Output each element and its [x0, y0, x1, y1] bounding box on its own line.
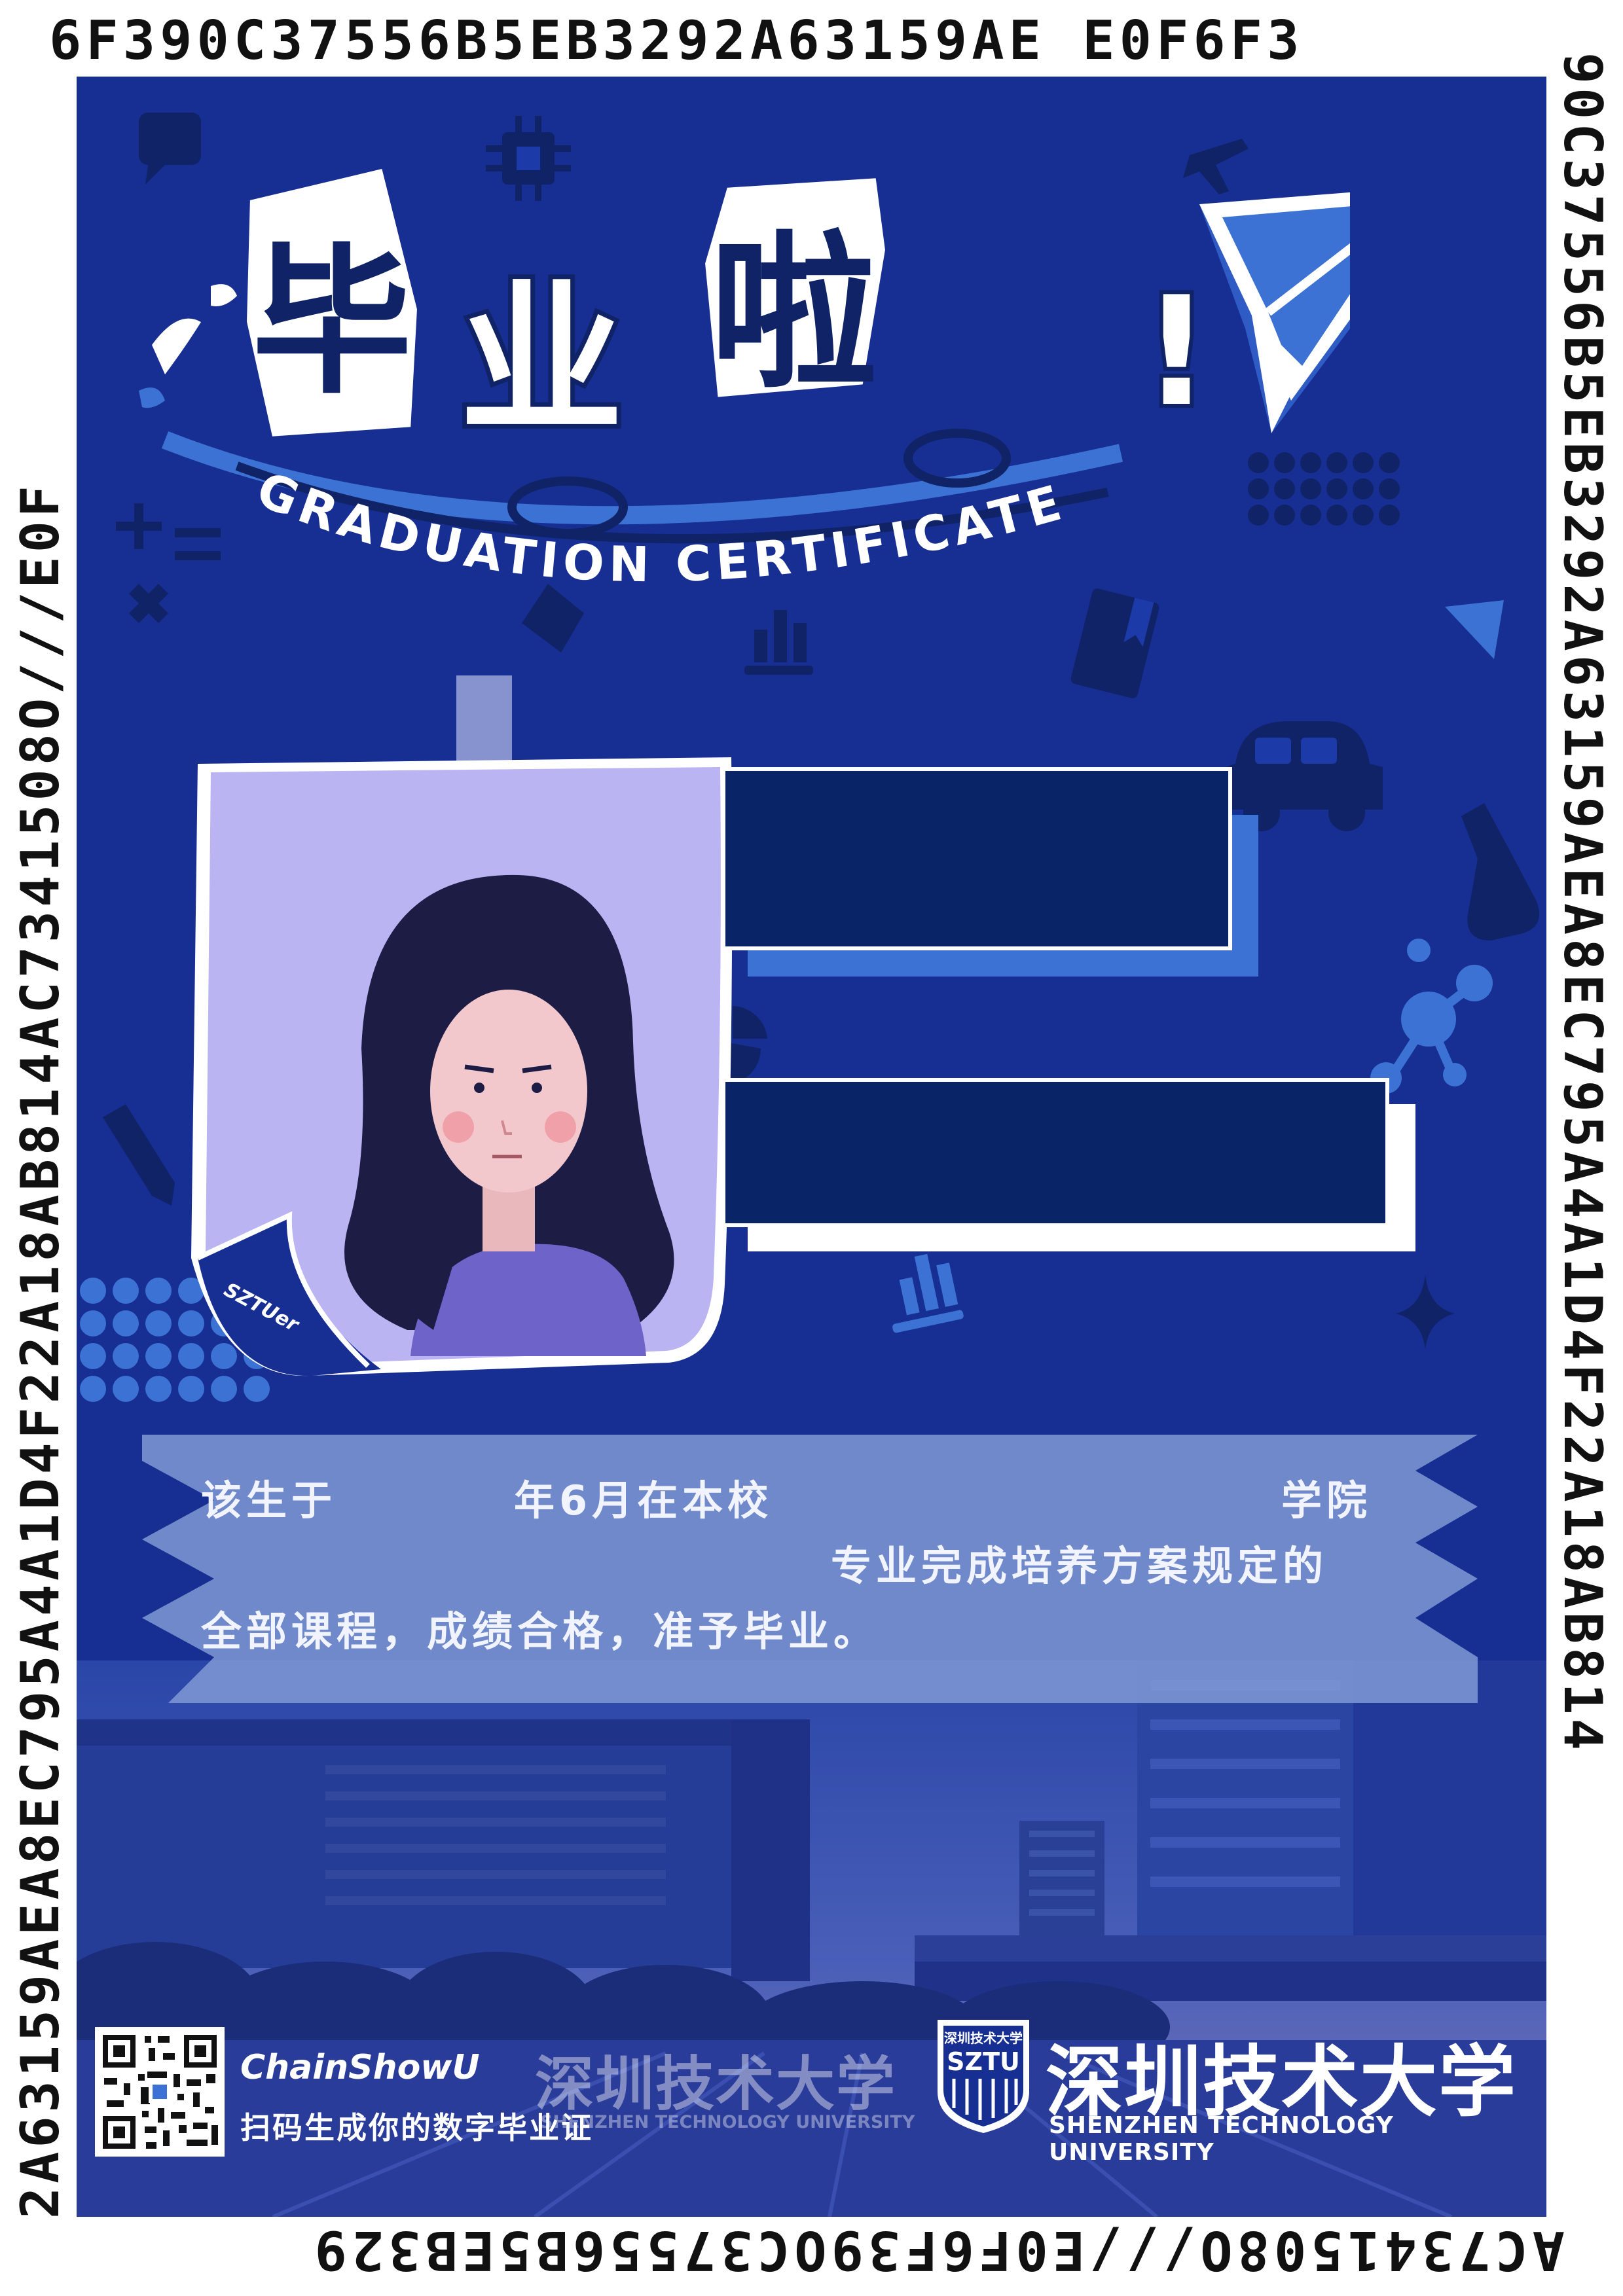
svg-text:毕: 毕: [252, 229, 412, 416]
university-shield-logo: 深圳技术大学 SZTU: [938, 2020, 1029, 2133]
play-triangle-icon: [1445, 600, 1504, 659]
math-symbols-icon: [116, 503, 221, 623]
chain-name: ChainShowU: [240, 2048, 480, 2087]
qr-code[interactable]: [95, 2027, 225, 2157]
pencil-icon: [103, 1104, 175, 1206]
paper-plane-icon: [1199, 192, 1350, 433]
ghost-university-name-en: SHENZHEN TECHNOLOGY UNIVERSITY: [540, 2112, 915, 2132]
name-box-1: [721, 767, 1258, 977]
svg-text:业: 业: [460, 265, 623, 456]
statement-banner: 该生于 年6月在本校 学院 专业完成培养方案规定的 全部课程，成绩合格，准予毕业…: [142, 1435, 1478, 1703]
name-field-2: [721, 1078, 1389, 1227]
ghost-university-name: 深圳技术大学: [535, 2050, 896, 2119]
title-char-4: !: [1139, 261, 1215, 444]
svg-text:啦: 啦: [710, 217, 877, 411]
flask-icon: [1461, 803, 1540, 941]
edge-hash-right: 90C37556B5EB3292A63159AEA8EC795A4A1D4F22…: [1552, 52, 1613, 1754]
certificate-panel: 毕 业 啦 ! GRADUATION CERTIFICATE: [77, 77, 1546, 2217]
title-char-1: 毕: [240, 160, 424, 444]
scan-instruction: 扫码生成你的数字毕业证: [240, 2110, 593, 2145]
title-char-2: 业: [455, 260, 628, 460]
chat-bubble-icon: [139, 113, 201, 185]
university-name-en: SHENZHEN TECHNOLOGY UNIVERSITY: [1049, 2112, 1394, 2166]
title-art: 毕 业 啦 ! GRADUATION CERTIFICATE: [139, 160, 1350, 593]
edge-hash-left: 2A63159AEA8EC795A4A1D4F22A18AB814AC73415…: [10, 481, 71, 2219]
name-box-2: [721, 1078, 1415, 1251]
svg-text:SZTU: SZTU: [947, 2047, 1020, 2076]
bar-chart-icon: [744, 610, 813, 675]
dot-grid-top-right: [1248, 452, 1400, 526]
svg-text:深圳技术大学: 深圳技术大学: [944, 2030, 1023, 2046]
sparkle-icon: [1396, 1274, 1455, 1350]
footer: ChainShowU 扫码生成你的数字毕业证 深圳技术大学 SHENZHEN T…: [77, 2014, 1546, 2210]
name-field-1: [721, 767, 1232, 950]
chip-icon: [486, 116, 571, 201]
photo-card: SZTUer: [191, 675, 733, 1376]
statement-line1-b: 年6月在本校: [514, 1477, 773, 1524]
campus-photo: [77, 1660, 1546, 2217]
edge-hash-bottom: AC7341508O///E0F6F39OC37556B5EB329: [310, 2219, 1565, 2281]
university-name-cn: 深圳技术大学: [1046, 2037, 1518, 2127]
edge-hash-top: 6F390C37556B5EB3292A63159AE E0F6F3: [49, 10, 1304, 72]
airplane-icon: [1183, 139, 1249, 194]
statement-line2: 专业完成培养方案规定的: [831, 1542, 1328, 1590]
statement-line1-a: 该生于: [201, 1477, 337, 1524]
diamond-icon: [522, 584, 584, 653]
statement-line1-c: 学院: [1281, 1477, 1372, 1524]
bar-chart-icon: [892, 1253, 964, 1333]
title-char-3: 啦: [698, 171, 892, 411]
svg-text:!: !: [1142, 265, 1211, 440]
statement-line3: 全部课程，成绩合格，准予毕业。: [201, 1607, 879, 1655]
book-icon: [1070, 588, 1159, 698]
